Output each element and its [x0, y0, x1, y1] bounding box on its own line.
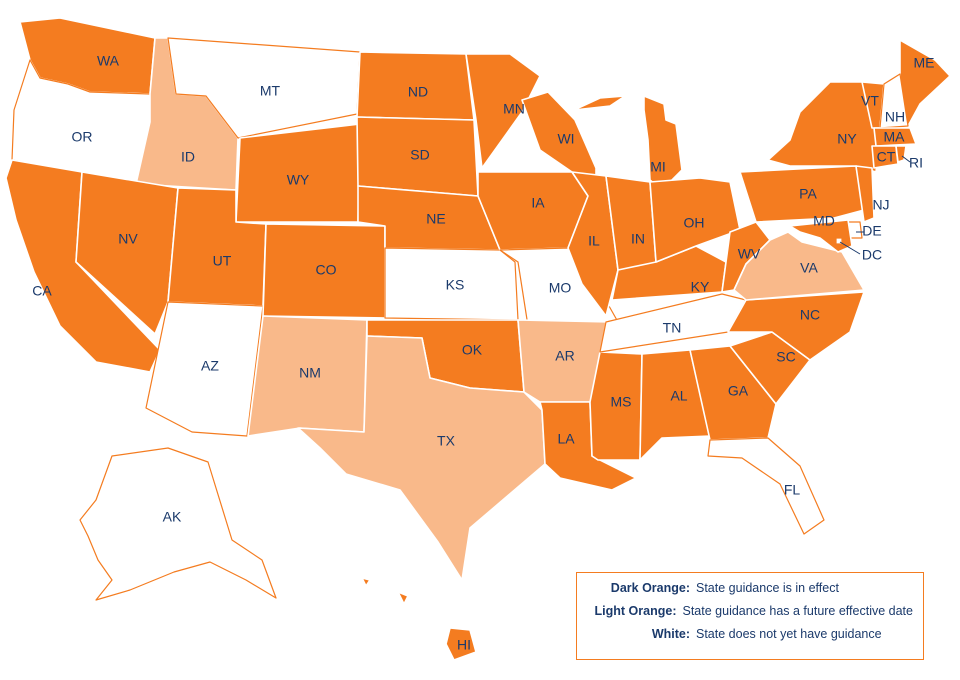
state-al[interactable]: [639, 349, 711, 461]
legend-key-light-orange: Light Orange:: [594, 604, 677, 618]
state-label-ms: MS: [611, 394, 632, 410]
state-label-oh: OH: [684, 215, 705, 231]
state-label-sc: SC: [776, 349, 795, 365]
legend-row-future: Light Orange: State guidance has a futur…: [587, 604, 913, 627]
state-label-ks: KS: [446, 277, 465, 293]
state-label-wv: WV: [738, 246, 761, 262]
legend-desc-none: State does not yet have guidance: [696, 627, 882, 641]
state-ma[interactable]: [873, 127, 917, 147]
state-label-md: MD: [813, 213, 835, 229]
state-label-mn: MN: [503, 101, 525, 117]
state-label-ut: UT: [213, 253, 232, 269]
leader-line-ri: [901, 155, 911, 163]
state-label-il: IL: [588, 233, 600, 249]
legend-desc-in-effect: State guidance is in effect: [696, 581, 839, 595]
state-label-ga: GA: [728, 383, 749, 399]
state-label-mi: MI: [650, 159, 666, 175]
state-label-ct: CT: [877, 149, 896, 165]
state-label-al: AL: [670, 388, 687, 404]
state-ga[interactable]: [689, 345, 777, 441]
state-label-in: IN: [631, 231, 645, 247]
state-mi-part[interactable]: [573, 95, 626, 111]
state-label-nm: NM: [299, 365, 321, 381]
state-label-pa: PA: [799, 186, 817, 202]
state-label-wi: WI: [557, 131, 574, 147]
state-label-ky: KY: [691, 279, 710, 295]
map-legend: Dark Orange: State guidance is in effect…: [576, 572, 924, 660]
legend-key-dark-orange: Dark Orange:: [610, 581, 690, 595]
state-ak[interactable]: [79, 447, 277, 601]
state-label-dc: DC: [862, 247, 882, 263]
state-hi[interactable]: [445, 627, 477, 661]
state-ri[interactable]: [895, 145, 907, 163]
state-tx[interactable]: [297, 335, 546, 581]
state-label-ia: IA: [531, 195, 545, 211]
state-label-sd: SD: [410, 147, 429, 163]
state-label-vt: VT: [861, 93, 879, 109]
state-label-nh: NH: [885, 109, 905, 125]
state-ks[interactable]: [384, 247, 519, 321]
state-label-or: OR: [72, 129, 93, 145]
state-label-ak: AK: [163, 509, 182, 525]
state-nc[interactable]: [727, 291, 865, 361]
state-label-mt: MT: [260, 83, 281, 99]
state-label-nd: ND: [408, 84, 428, 100]
state-label-az: AZ: [201, 358, 219, 374]
state-label-mo: MO: [549, 280, 572, 296]
legend-key-white: White:: [651, 627, 690, 641]
state-ct[interactable]: [871, 145, 899, 169]
state-label-id: ID: [181, 149, 195, 165]
state-label-fl: FL: [784, 482, 801, 498]
state-mn[interactable]: [465, 53, 541, 169]
legend-row-none: White: State does not yet have guidance: [587, 627, 913, 650]
state-nv[interactable]: [75, 171, 179, 335]
state-label-wa: WA: [97, 53, 120, 69]
state-label-me: ME: [914, 55, 935, 71]
state-label-va: VA: [800, 260, 818, 276]
state-label-de: DE: [862, 223, 881, 239]
state-label-nc: NC: [800, 307, 820, 323]
state-nj[interactable]: [855, 165, 875, 223]
state-fl[interactable]: [707, 437, 825, 535]
state-label-nj: NJ: [872, 197, 889, 213]
state-label-ne: NE: [426, 211, 445, 227]
state-label-ny: NY: [837, 131, 857, 147]
state-label-ri: RI: [909, 155, 923, 171]
state-label-wy: WY: [287, 172, 310, 188]
state-me[interactable]: [899, 39, 951, 127]
state-va[interactable]: [733, 231, 865, 301]
state-label-la: LA: [557, 431, 575, 447]
state-pa[interactable]: [739, 165, 865, 223]
state-label-hi: HI: [457, 637, 471, 653]
state-hi-part[interactable]: [361, 577, 371, 587]
state-label-tn: TN: [663, 320, 682, 336]
state-label-ca: CA: [32, 283, 52, 299]
state-hi-part[interactable]: [397, 591, 409, 605]
state-label-ok: OK: [462, 342, 483, 358]
state-label-nv: NV: [118, 231, 138, 247]
state-mi[interactable]: [643, 95, 683, 191]
state-label-co: CO: [316, 262, 337, 278]
state-label-ma: MA: [884, 129, 906, 145]
state-label-tx: TX: [437, 433, 456, 449]
leader-line-dc: [839, 241, 861, 255]
legend-desc-future: State guidance has a future effective da…: [682, 604, 914, 618]
state-nh[interactable]: [879, 73, 909, 129]
legend-row-in-effect: Dark Orange: State guidance is in effect: [587, 581, 913, 604]
state-label-ar: AR: [555, 348, 574, 364]
